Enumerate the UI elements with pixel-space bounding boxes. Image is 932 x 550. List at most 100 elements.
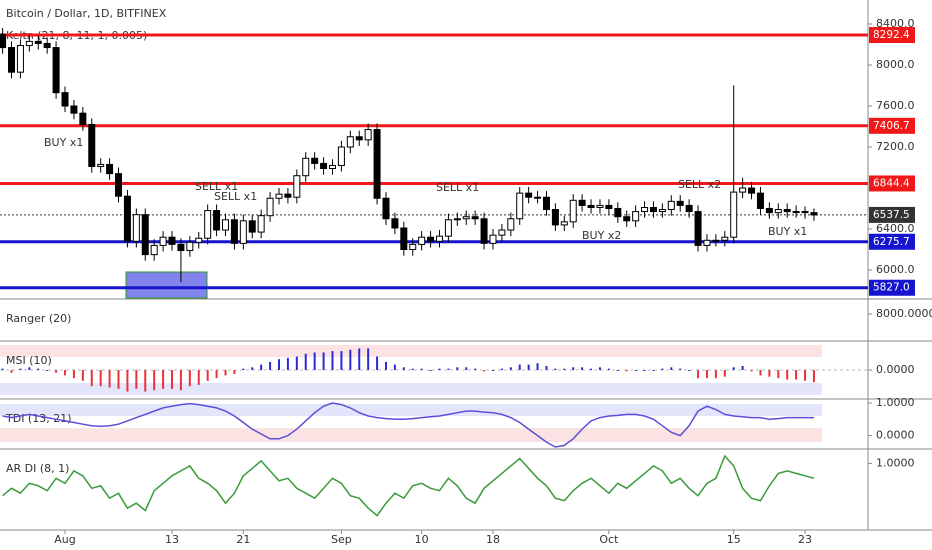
candle-body: [364, 129, 372, 141]
histogram-bar: [723, 370, 726, 377]
histogram-bar: [616, 370, 619, 371]
histogram-bar: [652, 370, 655, 371]
signal-label: SELL x1: [214, 190, 257, 203]
histogram-bar: [260, 364, 263, 370]
candle-body: [61, 92, 69, 107]
msi-band: [0, 345, 822, 357]
candle-body: [88, 123, 96, 167]
y-tick-label: 8000.0000: [876, 307, 932, 320]
candle-body: [534, 196, 542, 199]
histogram-bar: [438, 368, 441, 370]
candle-body: [801, 211, 809, 214]
candle-body: [186, 241, 194, 252]
candle-body: [346, 136, 354, 148]
x-tick-label: Aug: [54, 533, 75, 546]
histogram-bar: [55, 370, 58, 373]
candle-body: [132, 214, 140, 242]
histogram-bar: [117, 370, 120, 389]
histogram-bar: [429, 370, 432, 371]
candle-body: [676, 200, 684, 206]
histogram-bar: [491, 370, 494, 371]
signal-label: BUY x1: [44, 136, 83, 149]
candle-body: [756, 192, 764, 210]
candle-body: [489, 234, 497, 244]
histogram-bar: [598, 367, 601, 370]
histogram-bar: [10, 370, 13, 373]
candle-body: [792, 211, 800, 214]
histogram-bar: [795, 370, 798, 380]
histogram-bar: [679, 368, 682, 370]
candle-body: [596, 204, 604, 208]
candle-body: [391, 218, 399, 229]
histogram-bar: [179, 370, 182, 391]
candle-body: [739, 187, 747, 193]
histogram-bar: [456, 367, 459, 370]
histogram-bar: [732, 367, 735, 370]
candle-body: [43, 42, 51, 49]
y-tick-label: 1.0000: [876, 396, 915, 409]
x-tick-label: 10: [415, 533, 429, 546]
candle-body: [551, 209, 559, 226]
histogram-bar: [269, 361, 272, 370]
candle-body: [685, 204, 693, 213]
histogram-bar: [812, 370, 815, 383]
y-tick-label: 7200.0: [876, 140, 915, 153]
histogram-bar: [759, 370, 762, 376]
histogram-bar: [554, 368, 557, 370]
candle-body: [542, 196, 550, 211]
histogram-bar: [545, 365, 548, 370]
histogram-bar: [590, 368, 593, 370]
histogram-bar: [144, 370, 147, 392]
candle-body: [293, 175, 301, 198]
candle-body: [115, 173, 123, 197]
candle-body: [382, 197, 390, 220]
candle-body: [168, 236, 176, 245]
signal-label: SELL x1: [195, 180, 238, 193]
x-tick-label: 21: [236, 533, 250, 546]
indicator-line: [2, 402, 814, 448]
candle-body: [507, 218, 515, 231]
x-tick-label: Sep: [331, 533, 352, 546]
candle-body: [311, 157, 319, 164]
candle-body: [0, 33, 7, 49]
level-tag: [869, 117, 915, 134]
candle-body: [16, 45, 24, 73]
histogram-bar: [697, 370, 700, 379]
signal-label: BUY x2: [582, 229, 621, 242]
histogram-bar: [72, 370, 75, 379]
y-tick-label: 6400.0: [876, 222, 915, 235]
histogram-bar: [768, 370, 771, 377]
candle-body: [462, 216, 470, 220]
histogram-bar: [349, 349, 352, 370]
histogram-bar: [46, 370, 49, 371]
histogram-bar: [509, 367, 512, 370]
msi-band: [0, 383, 822, 395]
candle-body: [658, 209, 666, 213]
pane-title: AR DI (8, 1): [6, 462, 69, 475]
candle-body: [213, 210, 221, 231]
candle-body: [150, 244, 158, 256]
histogram-bar: [340, 351, 343, 370]
pane-title: Bitcoin / Dollar, 1D, BITFINEX: [6, 7, 167, 20]
candle-body: [427, 236, 435, 242]
candle-body: [248, 220, 256, 233]
histogram-bar: [19, 368, 22, 370]
candle-body: [748, 187, 756, 194]
candle-body: [177, 243, 185, 252]
histogram-bar: [527, 364, 530, 370]
level-tag: [869, 175, 915, 192]
histogram-bar: [688, 370, 691, 371]
tdi-band: [0, 404, 822, 416]
histogram-bar: [295, 356, 298, 370]
histogram-bar: [643, 370, 646, 371]
candle-body: [230, 219, 238, 244]
x-tick-label: 15: [727, 533, 741, 546]
candle-body: [614, 208, 622, 218]
histogram-bar: [634, 370, 637, 371]
candle-body: [480, 218, 488, 244]
candle-body: [560, 221, 568, 226]
candle-body: [667, 200, 675, 211]
candle-body: [373, 129, 381, 199]
candle-body: [337, 146, 345, 166]
histogram-bar: [197, 370, 200, 385]
